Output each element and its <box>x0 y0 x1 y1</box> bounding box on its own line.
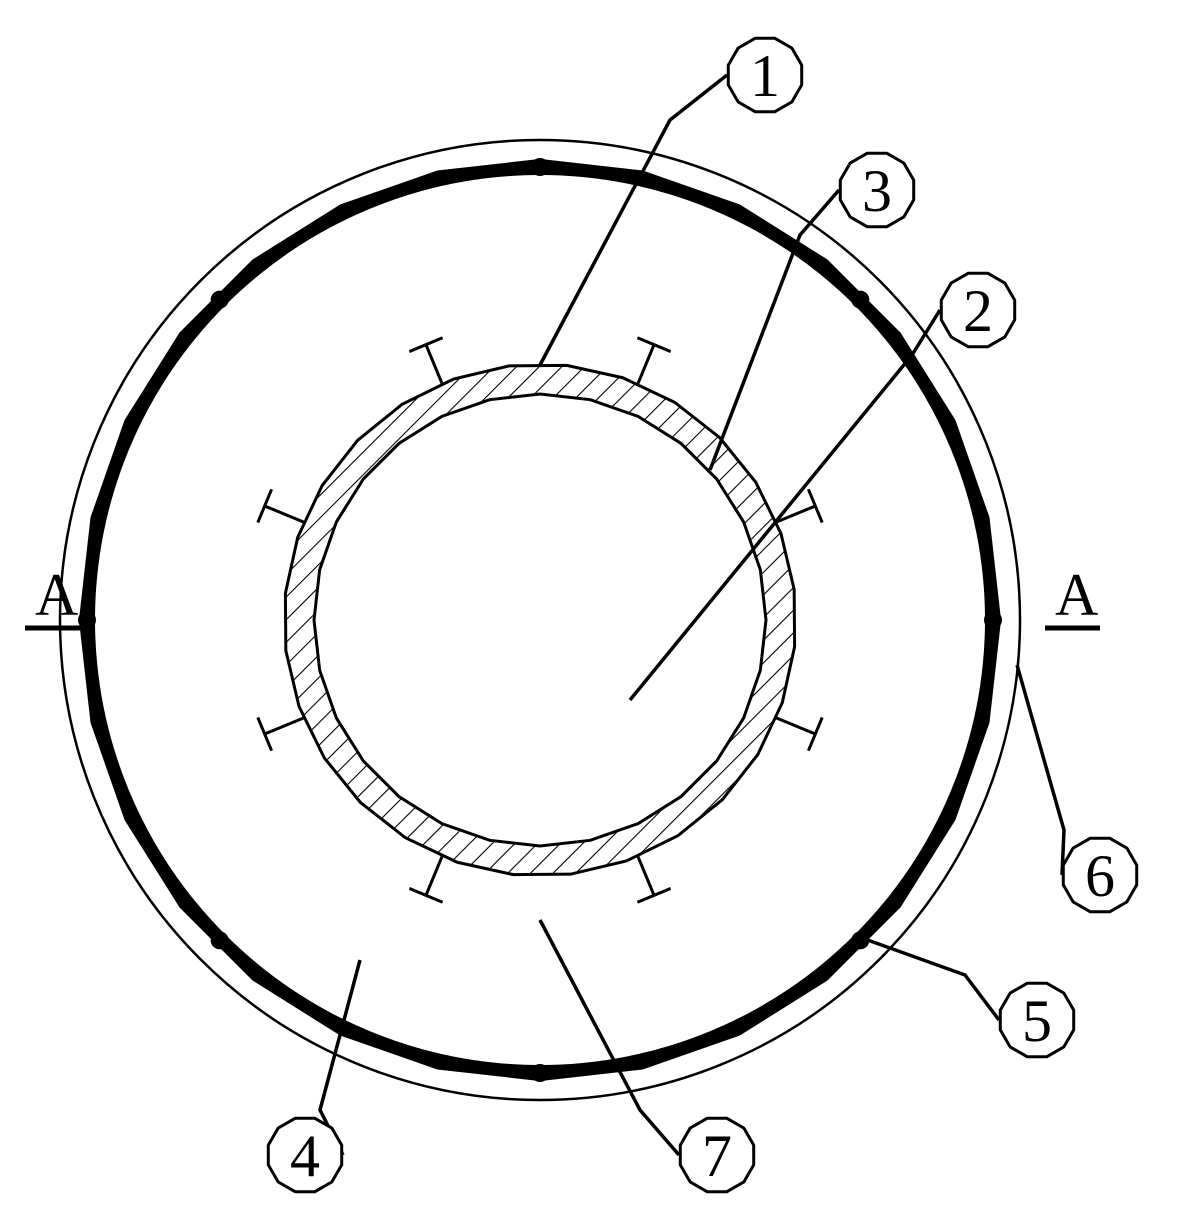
section-label: A <box>35 562 78 628</box>
section-mark-left: A <box>25 562 80 628</box>
rebar-dot <box>78 611 96 629</box>
leader-line <box>1017 665 1064 875</box>
callout-number: 4 <box>290 1123 320 1189</box>
section-mark-right: A <box>1045 562 1100 628</box>
rebar-dot <box>531 1064 549 1082</box>
leader-line <box>862 938 999 1020</box>
callout-number: 3 <box>862 158 892 224</box>
callout-number: 1 <box>750 43 780 109</box>
callout-number: 5 <box>1022 988 1052 1054</box>
rebar-dot <box>531 158 549 176</box>
callout-6: 6 <box>1017 665 1137 912</box>
callout-number: 7 <box>702 1123 732 1189</box>
rebar-dot <box>211 291 229 309</box>
callout-number: 6 <box>1085 843 1115 909</box>
rebar-dot <box>211 931 229 949</box>
rebar-dot <box>851 291 869 309</box>
callout-5: 5 <box>862 938 1074 1057</box>
section-label: A <box>1055 562 1098 628</box>
hollow-core <box>330 410 750 830</box>
rebar-dot <box>984 611 1002 629</box>
callout-number: 2 <box>963 278 993 344</box>
